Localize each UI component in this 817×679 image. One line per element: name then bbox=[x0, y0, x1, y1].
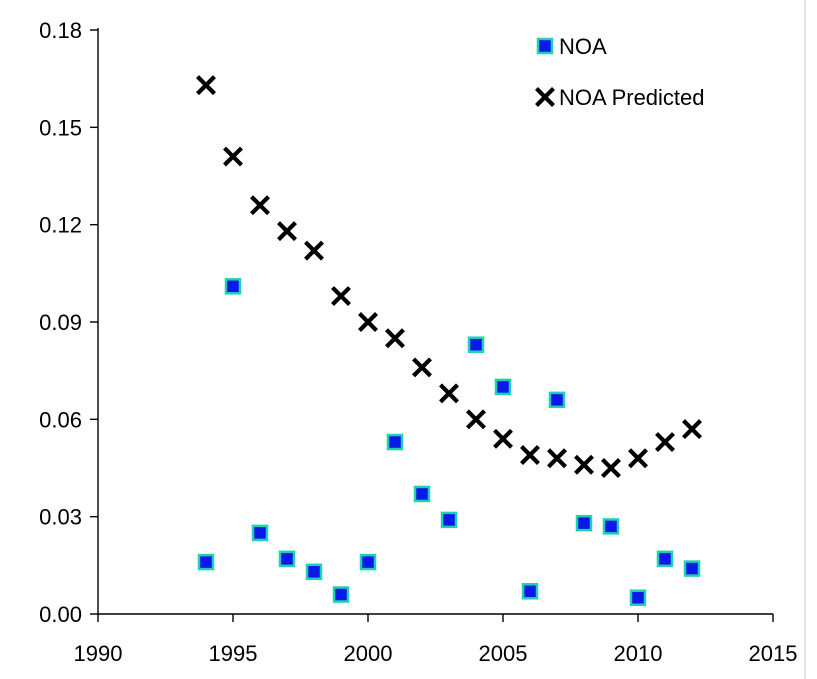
legend-noa-label: NOA bbox=[559, 34, 607, 59]
noa-point bbox=[197, 553, 215, 571]
noa-point bbox=[467, 336, 485, 353]
noa-predicted-point bbox=[223, 146, 243, 167]
noa-predicted-point bbox=[385, 328, 405, 349]
noa-predicted-point bbox=[628, 448, 648, 469]
noa-predicted-point bbox=[466, 409, 486, 430]
noa-point bbox=[332, 586, 350, 603]
legend-noa-predicted-icon bbox=[535, 87, 555, 107]
x-tick-label: 2010 bbox=[614, 641, 663, 666]
y-tick-label: 0.06 bbox=[39, 407, 82, 432]
noa-point bbox=[629, 589, 647, 607]
legend-noa-predicted-label: NOA Predicted bbox=[559, 85, 705, 110]
legend-noa-swatch bbox=[536, 37, 554, 55]
noa-point bbox=[548, 391, 566, 409]
noa-predicted-point bbox=[547, 448, 567, 469]
y-tick-label: 0.09 bbox=[39, 310, 82, 335]
x-tick-label: 2015 bbox=[749, 641, 798, 666]
noa-predicted-point bbox=[277, 221, 297, 242]
noa-predicted-point bbox=[439, 383, 459, 404]
noa-predicted-point bbox=[574, 454, 594, 475]
y-tick-label: 0.18 bbox=[39, 18, 82, 43]
x-tick-label: 1995 bbox=[209, 641, 258, 666]
noa-predicted-point bbox=[250, 195, 270, 216]
noa-predicted-point bbox=[520, 445, 540, 465]
noa-point bbox=[602, 518, 620, 535]
legend: NOA NOA Predicted bbox=[535, 34, 705, 110]
noa-point bbox=[224, 278, 242, 295]
noa-point bbox=[656, 550, 674, 568]
y-tick-label: 0.15 bbox=[39, 115, 82, 140]
noa-point bbox=[683, 560, 701, 577]
noa-point bbox=[251, 524, 269, 542]
x-tick-label: 2005 bbox=[479, 641, 528, 666]
data-marks bbox=[196, 75, 702, 607]
noa-point bbox=[575, 514, 593, 532]
noa-predicted-point bbox=[682, 419, 702, 440]
y-tick-label: 0.00 bbox=[39, 602, 82, 627]
axes: 0.00 0.03 0.06 0.09 0.12 0.15 0.18 1990 1995 2000… bbox=[39, 18, 797, 666]
y-tick-label: 0.12 bbox=[39, 213, 82, 238]
noa-predicted-point bbox=[358, 312, 378, 332]
x-tick-label: 2000 bbox=[344, 641, 393, 666]
noa-predicted-point bbox=[655, 432, 675, 453]
noa-predicted-point bbox=[601, 458, 621, 478]
noa-point bbox=[305, 563, 323, 581]
noa-point bbox=[440, 511, 458, 529]
noa-point bbox=[494, 378, 512, 396]
y-tick-label: 0.03 bbox=[39, 505, 82, 530]
noa-point bbox=[386, 433, 404, 451]
noa-predicted-point bbox=[412, 357, 432, 378]
noa-predicted-point bbox=[304, 240, 324, 261]
noa-point bbox=[413, 485, 431, 503]
noa-point bbox=[521, 583, 539, 600]
x-tick-label: 1990 bbox=[74, 641, 123, 666]
noa-point bbox=[278, 550, 296, 568]
noa-point bbox=[359, 553, 377, 571]
noa-predicted-point bbox=[493, 428, 513, 449]
noa-predicted-point bbox=[196, 75, 216, 96]
noa-predicted-point bbox=[331, 286, 351, 307]
